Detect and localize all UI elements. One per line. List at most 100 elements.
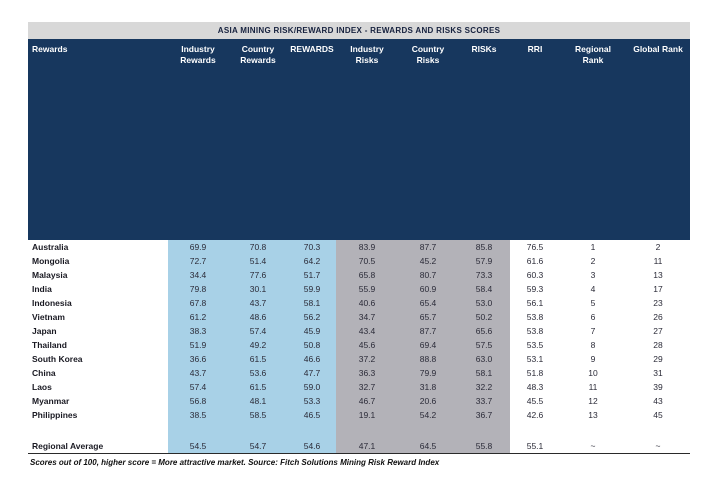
- table-row-value: 8: [590, 340, 596, 350]
- table-row-value: 61.6: [526, 256, 544, 266]
- table-row: Laos 57.4 61.5 59.0 32.7 31.8 32.2 48.3 11 39: [28, 380, 690, 394]
- table-row-value: 33.7: [458, 394, 510, 408]
- table-row-value: 40.6: [336, 296, 398, 310]
- table-row-value: 36.6: [168, 352, 228, 366]
- table-row-value: 29: [653, 354, 663, 364]
- spacer-row-value: [626, 422, 690, 439]
- table-row-value: 57.5: [458, 338, 510, 352]
- regional-average-row: Regional Average 54.5 54.7 54.6 47.1 64.5 55.8…: [28, 439, 690, 453]
- table-row-value: 59.0: [288, 380, 336, 394]
- spacer-row-value: [458, 422, 510, 439]
- table-row-value: 53.1: [526, 354, 544, 364]
- spacer-row-label: [28, 422, 168, 439]
- table-row: Vietnam 61.2 48.6 56.2 34.7 65.7 50.2 53.8 6 26: [28, 310, 690, 324]
- table-row-value: 53.6: [228, 366, 288, 380]
- table-row-label: China: [32, 368, 56, 378]
- table-row-value: 45.9: [288, 324, 336, 338]
- column-header-rri: RRI: [527, 44, 543, 54]
- table-row-value: 65.8: [336, 268, 398, 282]
- table-row-value: 30.1: [228, 282, 288, 296]
- table-row-value: 53.8: [526, 326, 544, 336]
- table-row: India 79.8 30.1 59.9 55.9 60.9 58.4 59.3 4 17: [28, 282, 690, 296]
- table-row-value: 67.8: [168, 296, 228, 310]
- table-row-value: 57.9: [458, 254, 510, 268]
- table-row-label: Australia: [32, 242, 69, 252]
- table-row-value: 51.8: [526, 368, 544, 378]
- column-header-rewards: Rewards: [32, 44, 68, 54]
- table-row-value: 45.2: [398, 254, 458, 268]
- table-row-value: 36.7: [458, 408, 510, 422]
- table-row-value: 56.1: [526, 298, 544, 308]
- table-row: Myanmar 56.8 48.1 53.3 46.7 20.6 33.7 45.5 12 43: [28, 394, 690, 408]
- regional-average-row-value: 54.7: [228, 439, 288, 453]
- table-row-value: 11: [653, 256, 663, 266]
- table-row-value: 50.8: [288, 338, 336, 352]
- table-row-value: 73.3: [458, 268, 510, 282]
- table-row-value: 53.5: [526, 340, 544, 350]
- table-row-value: 58.1: [288, 296, 336, 310]
- spacer-row-value: [228, 422, 288, 439]
- column-header-regional-rank: Regional Rank: [575, 44, 611, 66]
- regional-average-row-value: ~: [590, 441, 596, 451]
- regional-average-row-value: 54.6: [288, 439, 336, 453]
- table-row-value: 88.8: [398, 352, 458, 366]
- table-row-value: 70.5: [336, 254, 398, 268]
- table-row-value: 23: [653, 298, 663, 308]
- table-row-value: 34.4: [168, 268, 228, 282]
- column-header-country-rewards: Country Rewards: [240, 44, 276, 66]
- table-row-value: 58.5: [228, 408, 288, 422]
- table-row-value: 1: [590, 242, 596, 252]
- regional-average-row-value: 64.5: [398, 439, 458, 453]
- table-row: Mongolia 72.7 51.4 64.2 70.5 45.2 57.9 61.6 2 11: [28, 254, 690, 268]
- table-row-value: 20.6: [398, 394, 458, 408]
- table-row-value: 70.8: [228, 240, 288, 254]
- table-row-value: 36.3: [336, 366, 398, 380]
- table-row: Japan 38.3 57.4 45.9 43.4 87.7 65.6 53.8 7 27: [28, 324, 690, 338]
- table-row-value: 77.6: [228, 268, 288, 282]
- table-row-value: 85.8: [458, 240, 510, 254]
- table-row-value: 79.9: [398, 366, 458, 380]
- table-row-value: 70.3: [288, 240, 336, 254]
- spacer-row-value: [398, 422, 458, 439]
- table-row-value: 65.6: [458, 324, 510, 338]
- regional-average-row-value: 55.1: [526, 441, 544, 451]
- column-header-risks: RISKs: [471, 44, 497, 54]
- table-row-value: 57.4: [168, 380, 228, 394]
- table-row-value: 38.5: [168, 408, 228, 422]
- table-row-value: 58.4: [458, 282, 510, 296]
- table-row-value: 51.4: [228, 254, 288, 268]
- table-row-value: 37.2: [336, 352, 398, 366]
- table-row-label: Mongolia: [32, 256, 70, 266]
- table-body: Australia 69.9 70.8 70.3 83.9 87.7 85.8 76.5 1 2 M…: [28, 240, 690, 453]
- spacer-row-value: [510, 422, 560, 439]
- table-row: Indonesia 67.8 43.7 58.1 40.6 65.4 53.0 56.1 5 23: [28, 296, 690, 310]
- table-row-value: 53.0: [458, 296, 510, 310]
- table-row-value: 61.2: [168, 310, 228, 324]
- table-row-value: 47.7: [288, 366, 336, 380]
- table-row-value: 54.2: [398, 408, 458, 422]
- table-row-value: 59.3: [526, 284, 544, 294]
- column-header-rewards: REWARDS: [290, 44, 334, 54]
- spacer-row-value: [288, 422, 336, 439]
- table-row-value: 42.6: [526, 410, 544, 420]
- spacer-row-value: [560, 422, 626, 439]
- column-header-industry-risks: Industry Risks: [350, 44, 384, 66]
- table-row-value: 28: [653, 340, 663, 350]
- regional-average-row-value: ~: [655, 441, 661, 451]
- table-row-value: 69.4: [398, 338, 458, 352]
- table-row-value: 43.7: [228, 296, 288, 310]
- table-row-value: 43: [653, 396, 663, 406]
- table-row-value: 64.2: [288, 254, 336, 268]
- table-row-value: 32.2: [458, 380, 510, 394]
- table-row-value: 61.5: [228, 380, 288, 394]
- table-row-value: 65.7: [398, 310, 458, 324]
- table-row: China 43.7 53.6 47.7 36.3 79.9 58.1 51.8 10 31: [28, 366, 690, 380]
- table-row-value: 76.5: [526, 242, 544, 252]
- table-row-label: Malaysia: [32, 270, 68, 280]
- table-row-value: 7: [590, 326, 596, 336]
- table-row-value: 60.3: [526, 270, 544, 280]
- table-header-block: Rewards Industry Rewards Country Rewards RE…: [28, 39, 690, 240]
- table-row-value: 79.8: [168, 282, 228, 296]
- table-row-value: 80.7: [398, 268, 458, 282]
- table-row-value: 2: [655, 242, 661, 252]
